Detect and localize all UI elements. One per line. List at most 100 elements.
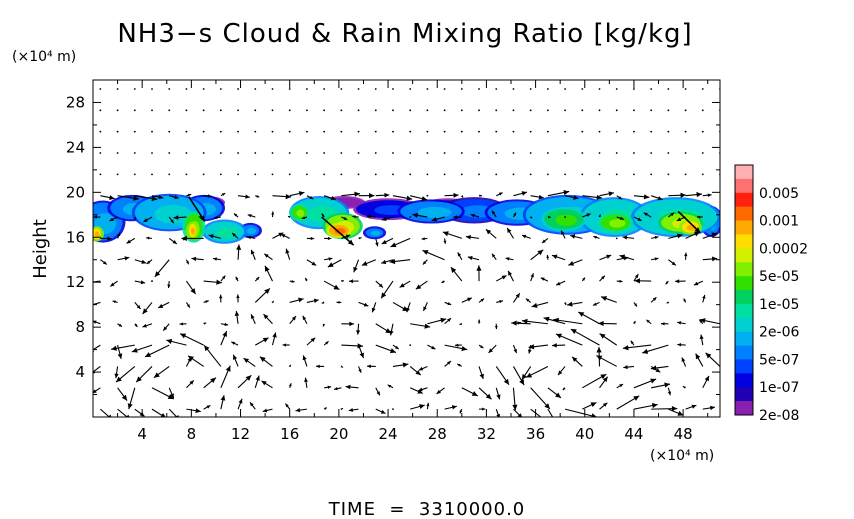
wind-vector-head xyxy=(498,192,503,196)
wind-vector-dot xyxy=(392,109,394,112)
wind-vector-dot xyxy=(460,152,463,154)
wind-vector-head xyxy=(704,375,709,382)
wind-vector-dot xyxy=(288,88,291,90)
wind-vector-head xyxy=(711,232,718,238)
wind-vector-dot xyxy=(237,152,239,154)
wind-vector-dot xyxy=(99,109,102,112)
wind-vector-head xyxy=(348,408,354,412)
x-unit-label: (×10⁴ m) xyxy=(650,448,714,464)
wind-vector-head xyxy=(651,402,658,409)
wind-vector-dot xyxy=(202,173,205,176)
wind-vector-dot xyxy=(323,109,326,112)
wind-vector-head xyxy=(384,192,390,198)
wind-vector xyxy=(719,302,720,303)
wind-vector-head xyxy=(619,279,623,283)
colorbar-level xyxy=(735,192,753,207)
wind-vector-dot xyxy=(667,152,670,154)
colorbar-label: 2e-06 xyxy=(759,325,799,341)
wind-vector-dot xyxy=(99,152,102,154)
wind-vector-head xyxy=(519,379,525,386)
wind-vector-head xyxy=(361,261,368,266)
wind-vector-head xyxy=(542,239,546,243)
wind-vector-head xyxy=(136,376,142,383)
wind-vector-head xyxy=(140,280,146,285)
wind-vector-dot xyxy=(271,109,274,112)
wind-vector xyxy=(168,408,178,417)
x-tick-label: 12 xyxy=(231,425,250,443)
wind-vector-head xyxy=(221,193,226,196)
wind-vector-head xyxy=(622,345,629,351)
wind-vector-head xyxy=(465,234,471,240)
y-tick-label: 16 xyxy=(66,228,85,246)
wind-vector-head xyxy=(114,373,119,379)
wind-vector-head xyxy=(696,191,703,198)
wind-vector-head xyxy=(285,193,292,200)
wind-vector-dot xyxy=(443,152,446,154)
wind-vector-dot xyxy=(271,152,274,154)
wind-vector-head xyxy=(86,280,91,285)
wind-vector-dot xyxy=(650,152,653,154)
wind-vector-head xyxy=(618,196,622,200)
wind-vector-head xyxy=(234,311,240,316)
wind-vector-head xyxy=(354,191,360,197)
wind-vector-dot xyxy=(323,173,326,176)
wind-vector-head xyxy=(285,248,290,254)
wind-vector-dot xyxy=(546,109,549,112)
colorbar-level xyxy=(735,178,753,194)
cloud-core xyxy=(246,227,257,235)
wind-vector-head xyxy=(418,387,423,392)
wind-vector-head xyxy=(109,217,114,221)
wind-vector-head xyxy=(699,318,706,324)
wind-vector-head xyxy=(221,275,226,280)
wind-vector-dot xyxy=(409,344,412,347)
wind-vector-dot xyxy=(323,152,326,154)
wind-vector-dot xyxy=(701,130,704,133)
wind-vector-dot xyxy=(546,130,549,133)
wind-vector-head xyxy=(358,369,362,373)
wind-vector-dot xyxy=(701,152,704,154)
wind-vector-head xyxy=(646,319,650,324)
wind-vector-head xyxy=(723,302,727,305)
wind-vector-dot xyxy=(460,173,463,176)
wind-vector-dot xyxy=(478,88,480,90)
wind-vector-head xyxy=(606,254,612,259)
wind-vector-head xyxy=(693,281,699,286)
wind-vector-head xyxy=(389,348,396,354)
wind-vector-dot xyxy=(512,152,515,154)
wind-vector-dot xyxy=(598,173,601,176)
wind-vector-head xyxy=(133,195,139,201)
wind-vector-dot xyxy=(219,173,222,176)
wind-vector-head xyxy=(442,231,449,237)
wind-vector-head xyxy=(186,261,189,265)
cloud-core xyxy=(334,227,346,235)
wind-vector-head xyxy=(521,191,528,196)
wind-vector-head xyxy=(459,322,463,325)
wind-vector-head xyxy=(181,235,187,242)
wind-vector-head xyxy=(546,254,550,258)
highlight-vector-head xyxy=(347,239,354,246)
wind-vector-head xyxy=(436,389,441,394)
wind-vector-dot xyxy=(409,216,412,218)
cloud-field xyxy=(93,193,720,244)
wind-vector-dot xyxy=(116,152,119,154)
wind-vector-dot xyxy=(564,216,566,218)
wind-vector-head xyxy=(643,194,650,200)
wind-vector-dot xyxy=(478,130,480,133)
wind-vector-head xyxy=(601,296,607,301)
wind-vector-dot xyxy=(133,130,136,133)
wind-vector-dot xyxy=(202,130,205,133)
wind-vector-head xyxy=(421,237,425,241)
wind-vector-head xyxy=(431,217,438,222)
y-tick-label: 4 xyxy=(75,363,85,381)
wind-vector-head xyxy=(310,337,316,343)
wind-vector-head xyxy=(443,240,447,244)
wind-vector-dot xyxy=(237,109,239,112)
wind-vector-head xyxy=(447,318,452,322)
wind-vector-head xyxy=(118,323,122,327)
wind-vector-head xyxy=(671,261,676,266)
wind-vector-head xyxy=(417,389,423,394)
wind-vector-head xyxy=(537,249,544,256)
wind-vector-dot xyxy=(495,173,498,176)
wind-vector-dot xyxy=(306,88,308,90)
wind-vector-head xyxy=(170,219,174,224)
